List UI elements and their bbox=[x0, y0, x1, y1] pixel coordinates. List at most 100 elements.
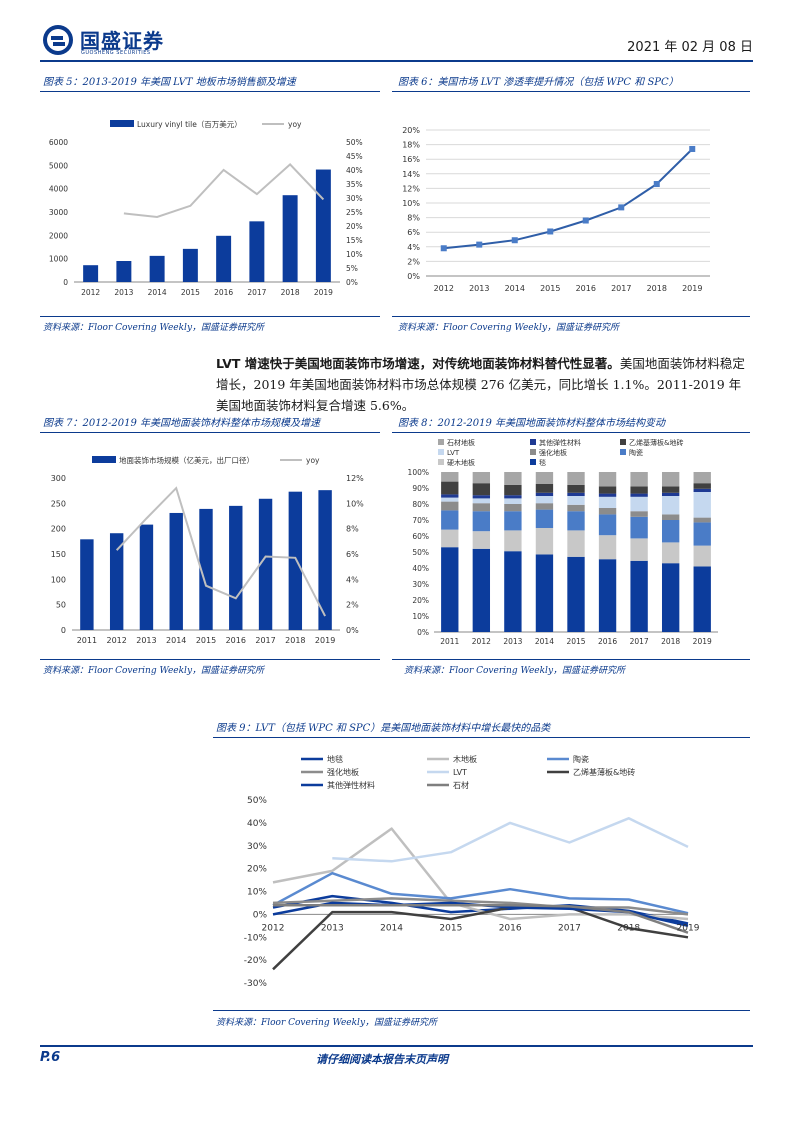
fig7-bar bbox=[169, 512, 183, 630]
fig8-segment bbox=[472, 503, 491, 512]
fig7-ytick-right: 12% bbox=[346, 474, 364, 483]
fig9-legend-label: 石材 bbox=[453, 780, 469, 790]
fig6-point bbox=[476, 241, 483, 248]
fig8-segment bbox=[630, 560, 648, 632]
fig8-source: 资料来源：Floor Covering Weekly，国盛证券研究所 bbox=[404, 666, 626, 676]
fig8-segment bbox=[567, 530, 585, 557]
disclaimer-notice: 请仔细阅读本报告末页声明 bbox=[316, 1053, 448, 1066]
fig5-xtick: 2016 bbox=[214, 288, 233, 297]
fig8-segment bbox=[567, 472, 585, 485]
fig9-series-line bbox=[272, 906, 689, 971]
fig5-bar bbox=[116, 261, 132, 282]
fig8-segment bbox=[630, 538, 648, 561]
fig9-legend-label: 其他弹性材料 bbox=[327, 780, 375, 790]
fig7-xtick: 2018 bbox=[285, 636, 305, 645]
fig8-segment bbox=[661, 514, 680, 520]
fig8-legend-label: 毯 bbox=[539, 458, 546, 467]
fig8-segment bbox=[535, 484, 554, 493]
fig6-source: 资料来源：Floor Covering Weekly，国盛证券研究所 bbox=[398, 323, 620, 333]
fig7-legend-bar-label: 地面装饰市场规模（亿美元，出厂口径） bbox=[119, 455, 254, 465]
fig5-bar bbox=[315, 169, 331, 282]
fig9-ytick: 30% bbox=[247, 842, 267, 852]
fig8-segment bbox=[472, 498, 491, 504]
fig7-ytick-right: 8% bbox=[346, 525, 359, 534]
fig8-legend-label: LVT bbox=[447, 449, 460, 457]
fig8-segment bbox=[693, 545, 711, 567]
fig8-legend-label: 乙烯基薄板&地砖 bbox=[629, 438, 683, 447]
fig7-bar bbox=[318, 490, 332, 630]
fig8-legend-label: 石材地板 bbox=[447, 438, 475, 447]
fig8-segment bbox=[567, 484, 585, 493]
fig7-ytick-right: 2% bbox=[346, 601, 359, 610]
fig8-segment bbox=[661, 542, 680, 564]
fig5-legend-line-label: yoy bbox=[288, 120, 302, 129]
fig5-xtick: 2012 bbox=[81, 288, 100, 297]
fig9-ytick: -10% bbox=[244, 933, 268, 943]
fig8-segment bbox=[661, 520, 680, 543]
fig5-ytick-right: 45% bbox=[346, 152, 363, 161]
fig8-segment bbox=[598, 535, 617, 560]
fig5-bar bbox=[282, 195, 298, 282]
fig6-point bbox=[689, 145, 696, 152]
fig8-segment bbox=[693, 483, 711, 489]
footer-rule bbox=[40, 1045, 753, 1047]
fig7-xtick: 2015 bbox=[196, 636, 216, 645]
fig5-ytick-right: 15% bbox=[346, 236, 363, 245]
fig5-ytick-left: 2000 bbox=[49, 231, 68, 240]
fig9-source-rule bbox=[213, 1010, 750, 1011]
paragraph-text: 美国地面装饰材料稳定增长，2019 年美国地面装饰材料市场总体规模 276 亿美… bbox=[216, 356, 745, 413]
fig6-ytick: 10% bbox=[402, 199, 420, 208]
fig8-segment bbox=[693, 488, 711, 492]
fig9-legend-label: LVT bbox=[453, 768, 467, 777]
fig8-xtick: 2019 bbox=[693, 637, 712, 646]
fig8-segment bbox=[441, 510, 459, 530]
fig5-ytick-right: 40% bbox=[346, 166, 363, 175]
fig5-chart: 0 1000 2000 3000 4000 5000 6000 0% 5% 10% 15% 20% 25… bbox=[49, 119, 363, 297]
fig5-ytick-right: 35% bbox=[346, 180, 363, 189]
fig8-legend-swatch bbox=[530, 449, 536, 455]
fig7-ytick-left: 200 bbox=[51, 525, 66, 534]
fig8-segment bbox=[504, 472, 522, 485]
fig8-ytick: 100% bbox=[408, 468, 429, 477]
fig8-legend-swatch bbox=[438, 459, 444, 465]
fig8-segment bbox=[472, 472, 491, 484]
fig8-segment bbox=[535, 554, 554, 632]
fig6-point bbox=[653, 181, 660, 188]
fig8-xtick: 2012 bbox=[472, 637, 491, 646]
fig8-segment bbox=[598, 508, 617, 515]
fig9-xtick: 2013 bbox=[321, 923, 344, 933]
fig8-segment bbox=[598, 514, 617, 536]
paragraph-lead: LVT 增速快于美国地面装饰市场增速，对传统地面装饰材料替代性显著。 bbox=[216, 356, 620, 371]
fig8-segment bbox=[598, 493, 617, 497]
fig6-chart: 0% 2% 4% 6% 8% 10% 12% 14% 16% 18% 20% 2012 2013 2014… bbox=[402, 126, 710, 293]
fig6-ytick: 18% bbox=[402, 141, 420, 150]
fig9-ytick: -30% bbox=[244, 979, 268, 989]
fig8-xtick: 2011 bbox=[440, 637, 459, 646]
fig8-segment bbox=[567, 492, 585, 496]
fig8-legend-label: 强化地板 bbox=[539, 448, 567, 457]
fig8-segment bbox=[630, 472, 648, 487]
fig8-ytick: 90% bbox=[412, 484, 429, 493]
fig8-segment bbox=[630, 516, 648, 539]
fig7-xtick: 2016 bbox=[226, 636, 246, 645]
fig6-point bbox=[511, 237, 518, 244]
fig8-segment bbox=[630, 493, 648, 497]
fig7-source-rule bbox=[40, 659, 380, 660]
fig8-segment bbox=[661, 496, 680, 515]
fig7-ytick-left: 0 bbox=[61, 626, 66, 635]
fig6-ytick: 20% bbox=[402, 126, 420, 135]
fig9-xtick: 2018 bbox=[617, 923, 640, 933]
fig8-segment bbox=[630, 486, 648, 494]
fig7-caption: 图表 7：2012-2019 年美国地面装饰材料整体市场规模及增速 bbox=[43, 418, 320, 429]
fig5-source: 资料来源：Floor Covering Weekly，国盛证券研究所 bbox=[43, 323, 265, 333]
fig9-xtick: 2012 bbox=[262, 923, 285, 933]
fig7-bar bbox=[109, 533, 124, 630]
fig8-segment bbox=[661, 492, 680, 496]
fig8-ytick: 30% bbox=[412, 580, 429, 589]
fig6-series-line bbox=[443, 148, 694, 250]
fig8-legend-swatch bbox=[620, 439, 626, 445]
fig5-ytick-left: 6000 bbox=[49, 138, 68, 147]
fig8-segment bbox=[693, 472, 711, 484]
fig9-ytick: 10% bbox=[247, 888, 267, 898]
fig9-xtick: 2017 bbox=[558, 923, 581, 933]
